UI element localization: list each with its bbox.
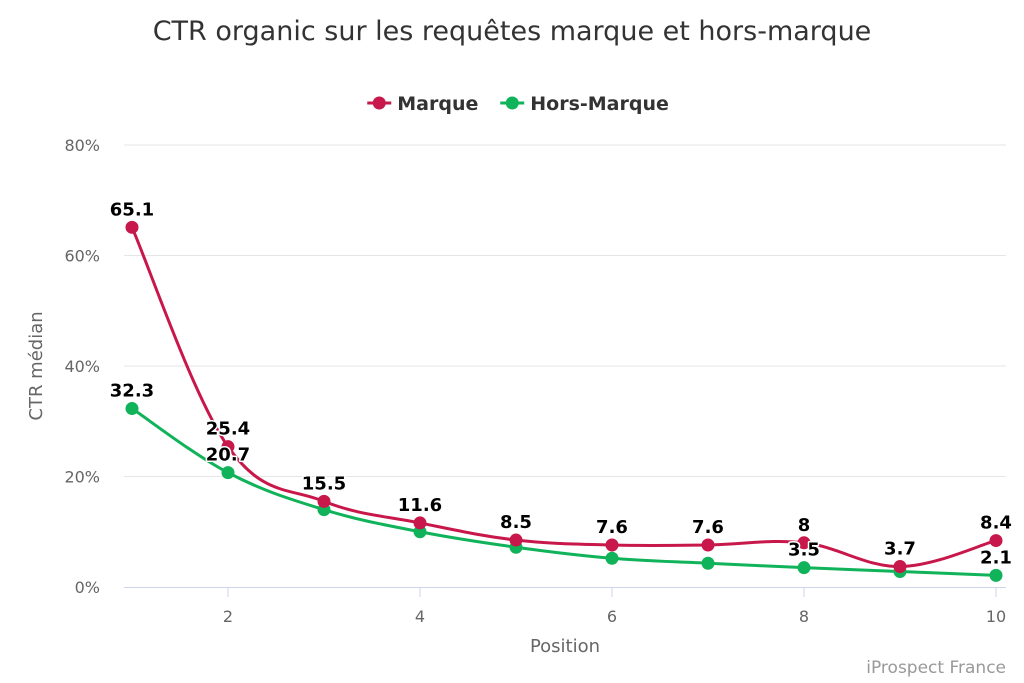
x-tick-label: 4 <box>415 607 425 626</box>
legend: Marque Hors-Marque <box>367 93 669 115</box>
legend-item-hors-marque[interactable]: Hors-Marque <box>500 93 669 115</box>
x-axis-title: Position <box>530 636 600 657</box>
legend-label: Marque <box>397 93 478 115</box>
data-point-hors-marque[interactable] <box>797 561 811 575</box>
series-marque <box>125 220 1003 574</box>
series-hors-marque <box>125 402 1003 582</box>
data-point-hors-marque[interactable] <box>221 466 235 480</box>
series-line-marque <box>130 226 997 569</box>
data-point-marque[interactable] <box>509 533 523 547</box>
data-label-marque: 25.4 <box>206 419 250 440</box>
data-label-marque: 8.5 <box>500 512 532 533</box>
data-label-marque: 65.1 <box>110 199 154 220</box>
legend-item-marque[interactable]: Marque <box>367 93 478 115</box>
x-tick-label: 10 <box>986 607 1006 626</box>
x-tick-label: 8 <box>799 607 809 626</box>
data-label-marque: 3.7 <box>884 539 916 560</box>
y-tick-label: 40% <box>64 357 100 376</box>
y-axis: 0% 20% 40% 60% 80% <box>64 136 100 597</box>
data-label-marque: 7.6 <box>692 517 724 538</box>
data-point-marque[interactable] <box>701 538 715 552</box>
data-label-hors-marque: 3.5 <box>788 540 820 561</box>
data-point-hors-marque[interactable] <box>125 402 139 416</box>
data-label-marque: 8.4 <box>980 513 1012 534</box>
data-label-marque: 15.5 <box>302 473 346 494</box>
data-label-marque: 8 <box>798 515 811 536</box>
credit-text[interactable]: iProspect France <box>866 658 1006 678</box>
y-axis-title: CTR médian <box>26 311 47 420</box>
data-point-marque[interactable] <box>221 440 235 454</box>
data-label-hors-marque: 32.3 <box>110 381 154 402</box>
data-label-hors-marque: 20.7 <box>206 445 250 466</box>
data-label-marque: 11.6 <box>398 495 442 516</box>
y-tick-label: 80% <box>64 136 100 155</box>
series-line-hors-marque <box>131 407 997 577</box>
data-point-hors-marque[interactable] <box>701 556 715 570</box>
legend-symbol-marker <box>372 96 386 110</box>
legend-symbol-marker <box>505 96 519 110</box>
legend-label: Hors-Marque <box>530 93 669 115</box>
grid <box>124 144 1006 477</box>
y-tick-label: 0% <box>75 578 100 597</box>
chart-title: CTR organic sur les requêtes marque et h… <box>153 16 872 47</box>
series-layer <box>125 220 1003 582</box>
data-point-marque[interactable] <box>605 538 619 552</box>
data-point-marque[interactable] <box>989 534 1003 548</box>
data-point-marque[interactable] <box>317 494 331 508</box>
data-point-marque[interactable] <box>797 536 811 550</box>
data-point-hors-marque[interactable] <box>605 551 619 565</box>
y-tick-label: 60% <box>64 247 100 266</box>
data-point-hors-marque[interactable] <box>989 568 1003 582</box>
data-point-marque[interactable] <box>413 516 427 530</box>
data-point-marque[interactable] <box>125 220 139 234</box>
data-labels: 65.1 25.4 15.5 11.6 8.5 7.6 7.6 8 3.7 8.4 32.3 20.7… <box>108 198 1013 570</box>
data-label-hors-marque: 2.1 <box>980 547 1012 568</box>
x-axis: 2 4 6 8 10 <box>124 587 1006 626</box>
data-label-marque: 7.6 <box>596 517 628 538</box>
x-tick-label: 6 <box>607 607 617 626</box>
y-tick-label: 20% <box>64 468 100 487</box>
x-tick-label: 2 <box>223 607 233 626</box>
data-point-marque[interactable] <box>893 560 907 574</box>
